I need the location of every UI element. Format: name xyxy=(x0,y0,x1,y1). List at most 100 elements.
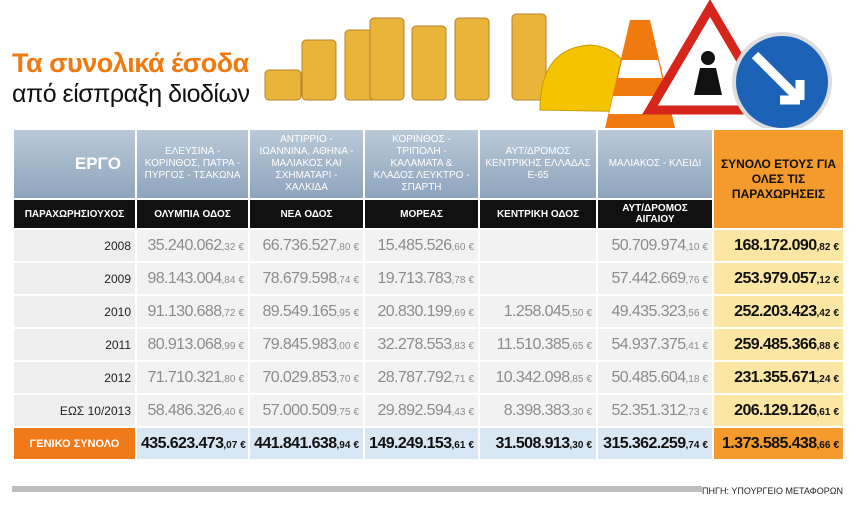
value-cell: 66.736.527,80 € xyxy=(248,228,365,263)
currency: € xyxy=(833,373,839,385)
table-row: 2010 91.130.688,72 €89.549.165,95 €20.830.1… xyxy=(12,294,845,329)
value-cell: 29.892.594,43 € xyxy=(363,393,480,428)
amount-decimals: ,18 xyxy=(685,373,700,385)
subtitle: από είσπραξη διοδίων xyxy=(12,80,250,108)
amount: 1.258.045 xyxy=(503,302,570,320)
value-cell: 1.373.585.438,66 € xyxy=(712,426,845,461)
amount: 80.913.068 xyxy=(147,335,222,353)
currency: € xyxy=(353,439,359,451)
currency: € xyxy=(353,373,359,385)
decoration xyxy=(264,0,832,128)
value-cell: 28.787.792,71 € xyxy=(363,360,480,395)
currency: € xyxy=(353,274,359,286)
header-cell: ΣΥΝΟΛΟ ΕΤΟΥΣ ΓΙΑ ΟΛΕΣ ΤΙΣ ΠΑΡΑΧΩΡΗΣΕΙΣ xyxy=(712,128,845,230)
amount: 70.029.853 xyxy=(262,368,337,386)
value-cell: 50.709.974,10 € xyxy=(596,228,714,263)
amount-decimals: ,85 xyxy=(569,373,584,385)
row-label: ΕΩΣ 10/2013 xyxy=(12,393,137,428)
value-cell: 80.913.068,99 € xyxy=(135,327,250,362)
amount: 11.510.385 xyxy=(496,335,571,353)
amount-decimals: ,07 xyxy=(223,439,238,451)
value-cell: 32.278.553,83 € xyxy=(363,327,480,362)
currency: € xyxy=(586,373,592,385)
value-cell: 79.845.983,00 € xyxy=(248,327,365,362)
amount: 28.787.792 xyxy=(377,368,452,386)
amount-decimals: ,00 xyxy=(336,340,351,352)
amount-decimals: ,30 xyxy=(569,439,584,451)
currency: € xyxy=(833,439,839,451)
currency: € xyxy=(586,439,592,451)
value-cell: 315.362.259,74 € xyxy=(596,426,714,461)
amount-decimals: ,80 xyxy=(221,373,236,385)
amount: 71.710.321 xyxy=(147,368,222,386)
amount: 29.892.594 xyxy=(377,401,452,419)
amount-decimals: ,99 xyxy=(221,340,236,352)
amount-decimals: ,80 xyxy=(336,241,351,253)
amount-decimals: ,61 xyxy=(816,406,831,418)
amount-decimals: ,94 xyxy=(336,439,351,451)
subheader-cell: ΠΑΡΑΧΩΡΗΣΙΟΥΧΟΣ xyxy=(12,198,137,230)
amount: 206.129.126 xyxy=(734,401,817,419)
value-cell: 441.841.638,94 € xyxy=(248,426,365,461)
value-cell: 31.508.913,30 € xyxy=(478,426,598,461)
subheader-cell: ΝΕΑ ΟΔΟΣ xyxy=(248,198,365,230)
amount-decimals: ,50 xyxy=(569,307,584,319)
header-cell: ΜΑΛΙΑΚΟΣ - ΚΛΕΙΔΙ xyxy=(596,128,714,200)
value-cell: 20.830.199,69 € xyxy=(363,294,480,329)
value-cell: 435.623.473,07 € xyxy=(135,426,250,461)
amount-decimals: ,95 xyxy=(336,307,351,319)
table-row: 2011 80.913.068,99 €79.845.983,00 €32.278.5… xyxy=(12,327,845,362)
currency: € xyxy=(833,406,839,418)
source: ΠΗΓΗ: ΥΠΟΥΡΓΕΙΟ ΜΕΤΑΦΟΡΩΝ xyxy=(702,486,843,496)
currency: € xyxy=(240,439,246,451)
currency: € xyxy=(468,373,474,385)
currency: € xyxy=(238,373,244,385)
table-row: ΕΩΣ 10/2013 58.486.326,40 €57.000.509,75 €2… xyxy=(12,393,845,428)
header-cell: ΑΥΤ/ΔΡΟΜΟΣ ΚΕΝΤΡΙΚΗΣ ΕΛΛΑΔΑΣ Ε-65 xyxy=(478,128,598,200)
amount-decimals: ,65 xyxy=(569,340,584,352)
table-row: 2009 98.143.004,84 €78.679.598,74 €19.713.7… xyxy=(12,261,845,296)
amount: 1.373.585.438 xyxy=(722,434,817,452)
value-cell: 98.143.004,84 € xyxy=(135,261,250,296)
amount: 54.937.375 xyxy=(611,335,686,353)
amount-decimals: ,61 xyxy=(451,439,466,451)
amount-decimals: ,74 xyxy=(685,439,700,451)
subheader-cell: ΟΛΥΜΠΙΑ ΟΔΟΣ xyxy=(135,198,250,230)
currency: € xyxy=(353,340,359,352)
table-row: 2012 71.710.321,80 €70.029.853,70 €28.787.7… xyxy=(12,360,845,395)
currency: € xyxy=(238,307,244,319)
revenue-table: ΕΡΓΟ ΕΛΕΥΣΙΝΑ - ΚΟΡΙΝΘΟΣ, ΠΑΤΡΑ - ΠΥΡΓΟΣ … xyxy=(12,128,845,461)
amount: 78.679.598 xyxy=(262,269,337,287)
value-cell: 70.029.853,70 € xyxy=(248,360,365,395)
currency: € xyxy=(833,274,839,286)
amount: 252.203.423 xyxy=(734,302,817,320)
amount-decimals: ,43 xyxy=(451,406,466,418)
currency: € xyxy=(468,439,474,451)
amount: 259.485.366 xyxy=(734,335,817,353)
amount: 168.172.090 xyxy=(734,236,817,254)
amount: 91.130.688 xyxy=(147,302,222,320)
value-cell: 49.435.323,56 € xyxy=(596,294,714,329)
amount: 50.485.604 xyxy=(611,368,686,386)
amount-decimals: ,69 xyxy=(451,307,466,319)
amount-decimals: ,40 xyxy=(221,406,236,418)
currency: € xyxy=(238,406,244,418)
currency: € xyxy=(238,274,244,286)
amount-decimals: ,83 xyxy=(451,340,466,352)
currency: € xyxy=(468,274,474,286)
amount: 253.979.057 xyxy=(734,269,817,287)
value-cell: 8.398.383,30 € xyxy=(478,393,598,428)
amount-decimals: ,32 xyxy=(221,241,236,253)
value-cell: 168.172.090,82 € xyxy=(712,228,845,263)
amount: 66.736.527 xyxy=(262,236,337,254)
amount-decimals: ,12 xyxy=(816,274,831,286)
subheader-row: ΠΑΡΑΧΩΡΗΣΙΟΥΧΟΣ ΟΛΥΜΠΙΑ ΟΔΟΣ ΝΕΑ ΟΔΟΣ ΜΟΡΕΑ… xyxy=(12,198,844,230)
value-cell: 50.485.604,18 € xyxy=(596,360,714,395)
subheader-cell: ΑΥΤ/ΔΡΟΜΟΣ ΑΙΓΑΙΟΥ xyxy=(596,198,714,230)
currency: € xyxy=(586,406,592,418)
amount-decimals: ,78 xyxy=(451,274,466,286)
amount: 58.486.326 xyxy=(147,401,222,419)
row-label: 2009 xyxy=(12,261,137,296)
row-label: 2011 xyxy=(12,327,137,362)
